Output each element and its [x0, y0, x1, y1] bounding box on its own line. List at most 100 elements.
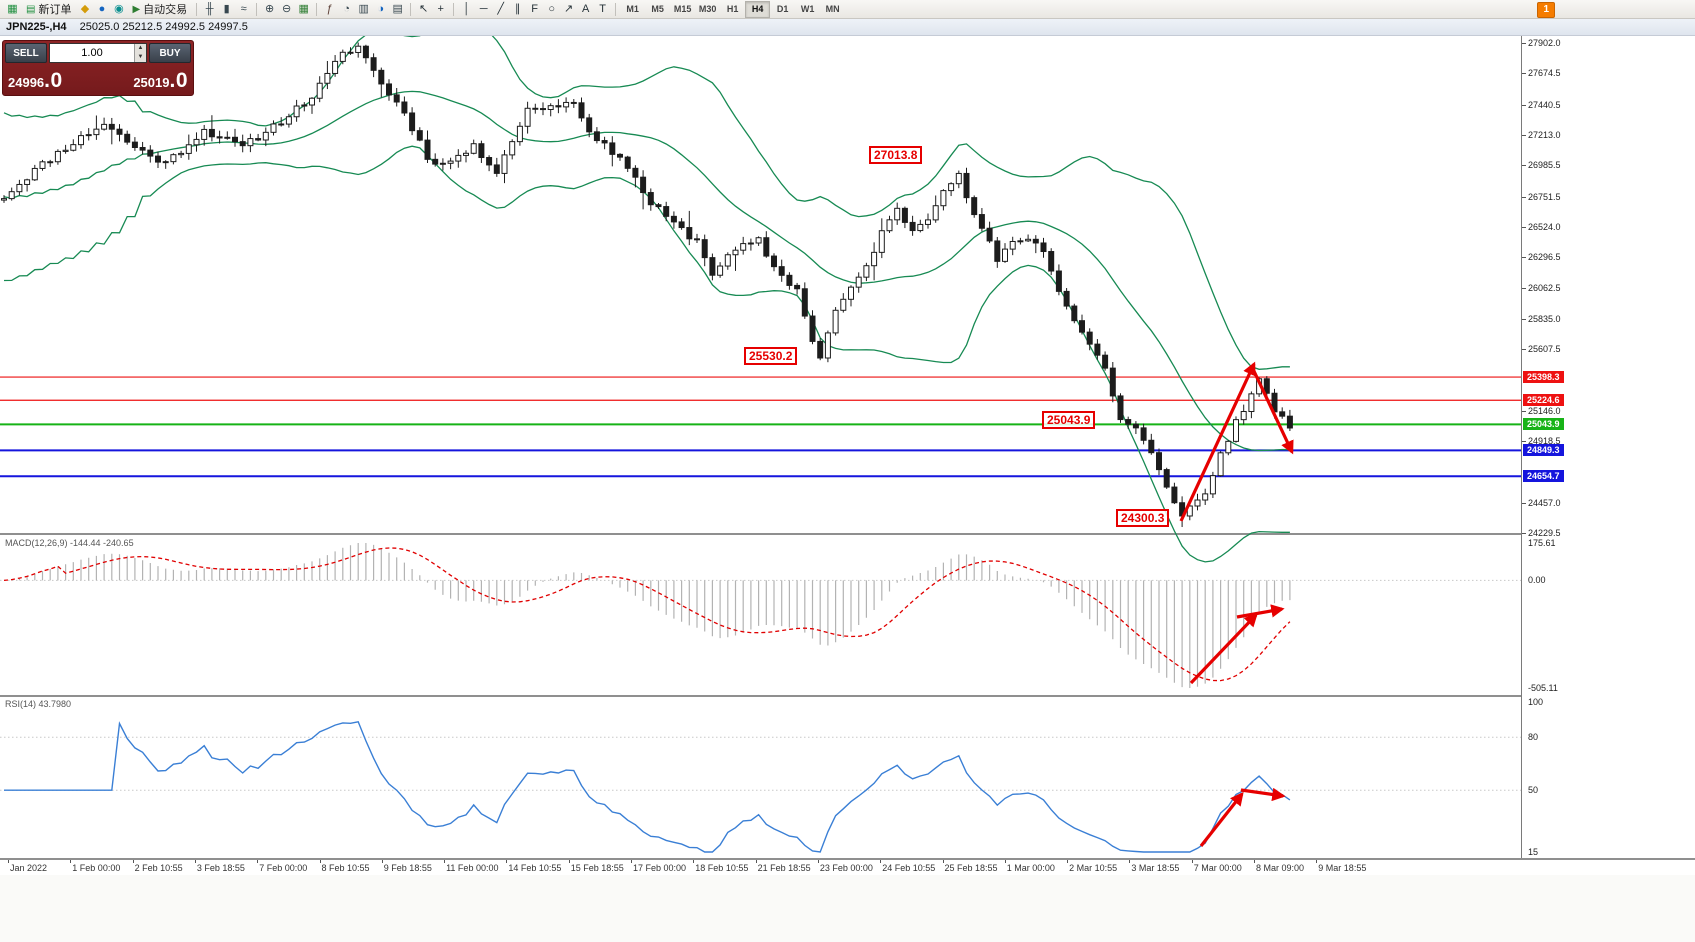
time-axis-label: 14 Feb 10:55: [508, 863, 562, 873]
toolbar-separator: [615, 2, 617, 16]
tf-h4-button[interactable]: H4: [745, 0, 771, 18]
time-axis-label: 2 Feb 10:55: [134, 863, 183, 873]
panel-separator[interactable]: [0, 695, 1695, 697]
tf-m1-button[interactable]: M1: [626, 3, 639, 14]
price-axis-tick: [1522, 104, 1526, 106]
text-icon[interactable]: A: [581, 2, 590, 15]
new-order-button[interactable]: ▤ 新订单: [21, 1, 76, 17]
price-axis-label: 26985.5: [1528, 160, 1561, 171]
chart-ohlc-values: 25025.0 25212.5 24992.5 24997.5: [79, 21, 248, 33]
buy-button[interactable]: BUY: [149, 43, 191, 63]
price-level-tag: 24849.3: [1523, 444, 1564, 457]
fibonacci-icon[interactable]: F: [531, 2, 539, 15]
toolbar-separator: [316, 2, 318, 16]
price-axis-label: 27440.5: [1528, 99, 1561, 110]
arrows-icon[interactable]: ↗: [564, 2, 574, 15]
zoom-in-icon[interactable]: ⊕: [265, 2, 275, 15]
time-axis-tick: [1004, 860, 1006, 863]
tf-h1-button[interactable]: H1: [726, 3, 739, 14]
rsi-indicator-label: RSI(14) 43.7980: [5, 699, 72, 709]
time-axis-tick: [631, 860, 632, 863]
bar-chart-icon[interactable]: ╫: [205, 2, 214, 15]
volume-input[interactable]: [50, 44, 134, 62]
macd-panel[interactable]: [0, 535, 1521, 695]
alert-badge[interactable]: 1: [1537, 2, 1555, 18]
price-axis-tick: [1522, 502, 1526, 504]
market-watch-icon[interactable]: ●: [98, 2, 106, 15]
autotrading-button[interactable]: ▶ 自动交易: [127, 1, 192, 17]
price-axis-tick: [1522, 288, 1526, 290]
price-annotation[interactable]: 25043.9: [1042, 411, 1096, 429]
line-chart-icon[interactable]: ≈: [240, 2, 247, 15]
text-label-icon[interactable]: T: [599, 2, 607, 15]
price-axis-tick: [1522, 73, 1526, 75]
price-axis-label: 26751.5: [1528, 191, 1561, 202]
volume-field: ▲ ▼: [49, 43, 147, 63]
grid-icon[interactable]: ▤: [392, 2, 403, 15]
tf-d1-button[interactable]: D1: [776, 3, 789, 14]
tf-mn-button[interactable]: MN: [825, 3, 840, 14]
cursor-icon[interactable]: ↖: [419, 2, 429, 15]
time-axis-label: 24 Feb 10:55: [882, 863, 936, 873]
window-background: [0, 875, 1695, 942]
tf-m5-button[interactable]: M5: [651, 3, 664, 14]
time-axis-tick: [755, 860, 757, 863]
macd-axis-label: 175.61: [1528, 538, 1556, 548]
price-axis-tick: [1522, 349, 1526, 351]
autotrading-button-icon: ▶: [132, 3, 141, 15]
periods-icon[interactable]: ◔: [343, 2, 350, 15]
vertical-line-icon[interactable]: │: [463, 2, 471, 15]
macd-axis-label: 0.00: [1528, 575, 1546, 586]
time-axis-tick: [568, 860, 570, 863]
volume-up-icon[interactable]: ▲: [137, 45, 144, 51]
time-axis[interactable]: Jan 2022 1 Feb 00:00 2 Feb 10:55 3 Feb 18:5…: [0, 858, 1695, 875]
price-chart-panel[interactable]: [0, 36, 1521, 533]
price-axis-label: 26524.0: [1528, 221, 1561, 232]
buy-price[interactable]: 25019.0: [133, 69, 188, 92]
time-axis-tick: [817, 860, 819, 863]
history-center-icon[interactable]: ◆: [80, 2, 90, 15]
tf-m30-button[interactable]: M30: [698, 3, 717, 14]
price-annotation[interactable]: 25530.2: [744, 347, 798, 365]
macd-axis-label: -505.11: [1528, 683, 1558, 693]
price-annotation[interactable]: 24300.3: [1116, 509, 1170, 527]
time-axis-tick: [1316, 860, 1318, 863]
crosshair-icon[interactable]: +: [437, 2, 444, 15]
zoom-out-icon[interactable]: ⊖: [282, 2, 292, 15]
tf-w1-button[interactable]: W1: [800, 3, 815, 14]
time-axis-tick: [1191, 860, 1193, 863]
time-axis-label: 9 Feb 18:55: [383, 863, 432, 873]
time-axis-label: 7 Feb 00:00: [259, 863, 308, 873]
time-axis-label: 8 Mar 09:00: [1256, 863, 1305, 873]
refresh-icon[interactable]: ◑: [377, 2, 384, 15]
tile-windows-icon[interactable]: ▦: [298, 2, 309, 15]
new-chart-icon[interactable]: ▦: [7, 2, 18, 15]
main-toolbar: ▦ ▤ 新订单 ◆ ● ◉ ▶ 自动交易 ╫ ▮ ≈ ⊕ ⊖ ▦ ƒ ◔ ▥ ◑ ▤ ↖ + │ ─ ╱ ∥ F ○ ↗ A T M1 M5 M…: [0, 0, 1695, 19]
tf-m15-button[interactable]: M15: [673, 3, 692, 14]
price-axis[interactable]: 27902.0 27674.5 27440.5 27213.0 26985.5 26751…: [1521, 36, 1695, 875]
toolbar-separator: [453, 2, 455, 16]
panel-separator[interactable]: [0, 533, 1695, 535]
price-axis-tick: [1522, 43, 1526, 44]
horizontal-line-icon[interactable]: ─: [479, 2, 488, 15]
candlestick-chart-icon[interactable]: ▮: [223, 2, 230, 15]
new-order-button-icon: ▤: [26, 3, 36, 15]
sell-button[interactable]: SELL: [5, 43, 47, 63]
price-level-tag: 25043.9: [1523, 418, 1564, 431]
templates-icon[interactable]: ▥: [358, 2, 369, 15]
channel-icon[interactable]: ∥: [514, 2, 521, 15]
trendline-icon[interactable]: ╱: [497, 2, 504, 15]
volume-down-icon[interactable]: ▼: [137, 54, 144, 60]
price-annotation[interactable]: 27013.8: [869, 146, 923, 164]
time-axis-tick: [693, 860, 695, 863]
price-level-tag: 25224.6: [1523, 394, 1564, 407]
shapes-icon[interactable]: ○: [548, 2, 555, 15]
time-axis-label: 9 Mar 18:55: [1318, 863, 1367, 873]
rsi-axis-label: 15: [1528, 847, 1539, 857]
indicators-list-icon[interactable]: ƒ: [326, 2, 333, 15]
sell-price[interactable]: 24996.0: [8, 69, 63, 92]
time-axis-tick: [8, 860, 9, 863]
time-axis-label: 23 Feb 00:00: [819, 863, 873, 873]
rsi-panel[interactable]: [0, 697, 1521, 858]
navigator-icon[interactable]: ◉: [114, 2, 124, 15]
